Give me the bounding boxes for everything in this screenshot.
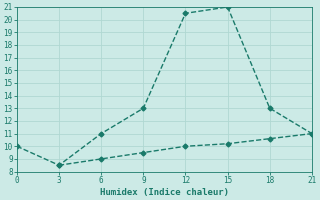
X-axis label: Humidex (Indice chaleur): Humidex (Indice chaleur) (100, 188, 229, 197)
